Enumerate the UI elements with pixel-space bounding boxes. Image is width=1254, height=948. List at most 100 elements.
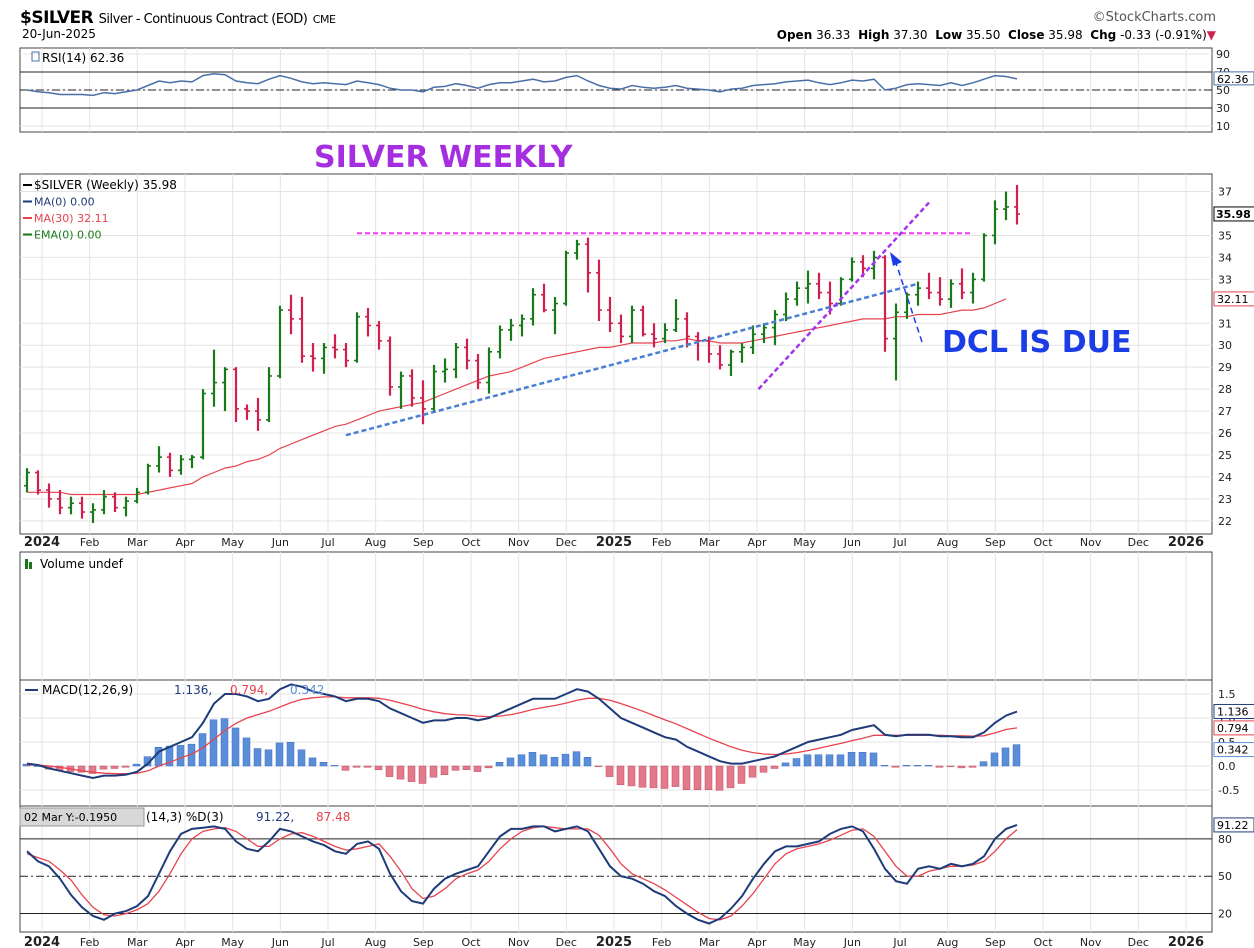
ohlc-bar	[794, 281, 800, 306]
macd-histogram-bar	[737, 765, 746, 784]
macd-histogram-bar	[495, 762, 504, 767]
x-tick-label: Nov	[508, 936, 530, 948]
macd-histogram-bar	[957, 765, 966, 769]
ohlc-bar	[970, 272, 976, 304]
macd-histogram-bar	[1001, 747, 1010, 767]
stoch-last-label: 91.22	[1217, 819, 1249, 832]
ohlc-bar	[849, 257, 855, 282]
x-tick-label: Oct	[1033, 536, 1053, 549]
macd-histogram-bar	[110, 765, 119, 769]
annotation-note: DCL IS DUE	[942, 325, 1131, 360]
macd-legend: MACD(12,26,9)	[42, 683, 133, 697]
ohlc-bar	[948, 279, 954, 308]
x-tick-label: Aug	[937, 536, 958, 549]
ohlc-bar	[926, 272, 932, 300]
ohlc-bar	[552, 296, 558, 335]
macd-histogram-bar	[264, 749, 273, 767]
ohlc-bar	[299, 296, 305, 363]
macd-histogram-bar	[176, 745, 185, 767]
macd-histogram-bar	[880, 765, 889, 767]
x-tick-label: Jun	[843, 536, 861, 549]
last-price-box	[1213, 206, 1254, 222]
x-tick-label: Mar	[127, 936, 148, 948]
ohlc-bar	[277, 305, 283, 379]
x-tick-label: Dec	[556, 536, 577, 549]
volume-legend-icon	[25, 559, 28, 569]
x-tick-label: Apr	[175, 936, 195, 948]
macd-histogram-bar	[649, 765, 658, 789]
ohlc-bar	[761, 323, 767, 344]
low-value: 35.50	[966, 28, 1001, 42]
x-tick-label: May	[793, 936, 816, 948]
macd-legend-signal: 0.794,	[230, 683, 268, 697]
ohlc-bar	[398, 371, 404, 409]
macd-histogram-bar	[99, 765, 108, 770]
macd-histogram-bar	[374, 765, 383, 770]
ohlc-bar	[420, 380, 426, 425]
panel-frame-vol	[19, 551, 1213, 681]
high-label: High	[858, 28, 890, 42]
crosshair-tooltip-box	[19, 807, 145, 827]
ohlc-bar	[288, 294, 294, 335]
x-tick-label: May	[221, 936, 244, 948]
ohlc-bar	[409, 369, 415, 407]
macd-histogram-bar	[77, 765, 86, 773]
macd-histogram-bar	[286, 742, 295, 767]
ohlc-bar	[255, 397, 261, 431]
price-tick-label: 35	[1218, 229, 1232, 242]
rsi-tick-label: 50	[1216, 84, 1230, 97]
macd-histogram-bar	[825, 754, 834, 767]
macd-histogram-bar	[627, 765, 636, 787]
rising-trendline-blue	[345, 282, 919, 437]
stoch-legend: (14,3) %D(3)	[146, 810, 224, 824]
macd-histogram-bar	[671, 765, 680, 787]
macd-signal-line	[27, 696, 1018, 775]
macd-histogram-bar	[462, 765, 471, 770]
ohlc-bar	[244, 404, 250, 420]
macd-histogram-bar	[253, 748, 262, 767]
macd-last-box	[1213, 720, 1254, 736]
high-value: 37.30	[893, 28, 928, 42]
ohlc-bar	[904, 292, 910, 319]
ohlc-bar	[354, 312, 360, 363]
ohlc-bar	[871, 250, 877, 280]
price-legend-entry: MA(30) 32.11	[34, 212, 109, 225]
x-tick-label: Oct	[1033, 936, 1053, 948]
ohlc-bar	[992, 200, 998, 245]
ohlc-bar	[145, 463, 151, 495]
macd-histogram-bar	[231, 727, 240, 767]
macd-histogram-bar	[792, 758, 801, 767]
macd-histogram-bar	[550, 757, 559, 767]
copyright-icon: ©	[1092, 10, 1106, 25]
ohlc-bar	[134, 487, 140, 504]
price-tick-label: 34	[1218, 251, 1232, 264]
x-tick-label: Dec	[1128, 936, 1149, 948]
macd-histogram-bar	[814, 754, 823, 767]
ohlc-bar	[629, 305, 635, 344]
ohlc-bar	[607, 296, 613, 333]
ohlc-bar	[585, 237, 591, 293]
rsi-tick-label: 10	[1216, 120, 1230, 133]
macd-histogram-bar	[528, 752, 537, 767]
x-tick-label: Apr	[175, 536, 195, 549]
brand-name: StockCharts.com	[1105, 10, 1216, 25]
stoch-tick-label: 80	[1218, 833, 1232, 846]
ohlc-bar	[442, 358, 448, 383]
price-tick-label: 24	[1218, 471, 1232, 484]
price-tick-label: 31	[1218, 317, 1232, 330]
exchange: CME	[312, 13, 336, 26]
symbol-title: $SILVER Silver - Continuous Contract (EO…	[20, 8, 336, 28]
ohlc-bar	[431, 364, 437, 412]
ohlc-bar	[233, 367, 239, 423]
macd-histogram-bar	[506, 757, 515, 767]
macd-last-label: 1.136	[1217, 705, 1249, 718]
arrow-shaft	[895, 262, 923, 343]
stoch-d-line	[26, 825, 1018, 921]
close-value: 35.98	[1048, 28, 1083, 42]
rsi-last-box	[1213, 71, 1254, 86]
macd-histogram-bar	[946, 765, 955, 767]
chart-date: 20-Jun-2025	[22, 27, 96, 41]
volume-legend: Volume undef	[40, 557, 124, 571]
last-price-label: 35.98	[1216, 208, 1251, 221]
ohlc-bar	[46, 483, 52, 508]
